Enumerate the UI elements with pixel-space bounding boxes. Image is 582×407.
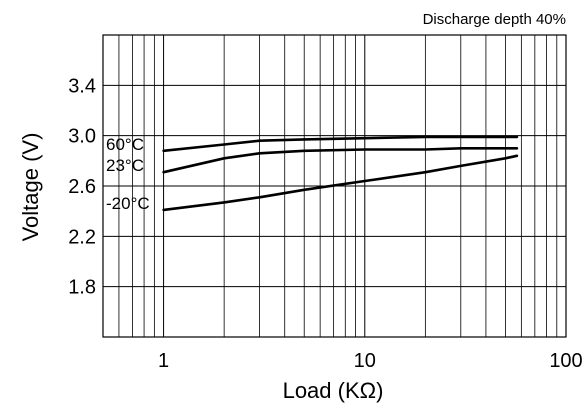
chart-annotation: Discharge depth 40% bbox=[423, 11, 566, 28]
series-line-2 bbox=[162, 147, 519, 174]
series-labels: 60°C 23°C -20°C bbox=[106, 135, 150, 213]
plot-frame bbox=[102, 34, 567, 338]
series-label-3: -20°C bbox=[106, 194, 150, 213]
series-lines bbox=[162, 135, 519, 212]
y-tick-label: 1.8 bbox=[68, 277, 96, 299]
x-tick-label: 100 bbox=[549, 350, 582, 372]
x-tick-labels: 1 10 100 bbox=[158, 350, 582, 372]
series-label-2: 23°C bbox=[106, 156, 144, 175]
y-tick-label: 3.4 bbox=[68, 75, 96, 97]
y-tick-label: 2.6 bbox=[68, 176, 96, 198]
y-axis-title: Voltage (V) bbox=[18, 133, 43, 242]
y-tick-label: 3.0 bbox=[68, 126, 96, 148]
x-axis-title: Load (KΩ) bbox=[283, 378, 384, 403]
y-tick-label: 2.2 bbox=[68, 226, 96, 248]
series-label-1: 60°C bbox=[106, 135, 144, 154]
series-line-1 bbox=[162, 135, 519, 153]
x-tick-label: 10 bbox=[354, 350, 376, 372]
x-tick-label: 1 bbox=[158, 350, 169, 372]
y-tick-labels: 1.8 2.2 2.6 3.0 3.4 bbox=[68, 75, 96, 298]
series-line-3 bbox=[162, 154, 519, 212]
